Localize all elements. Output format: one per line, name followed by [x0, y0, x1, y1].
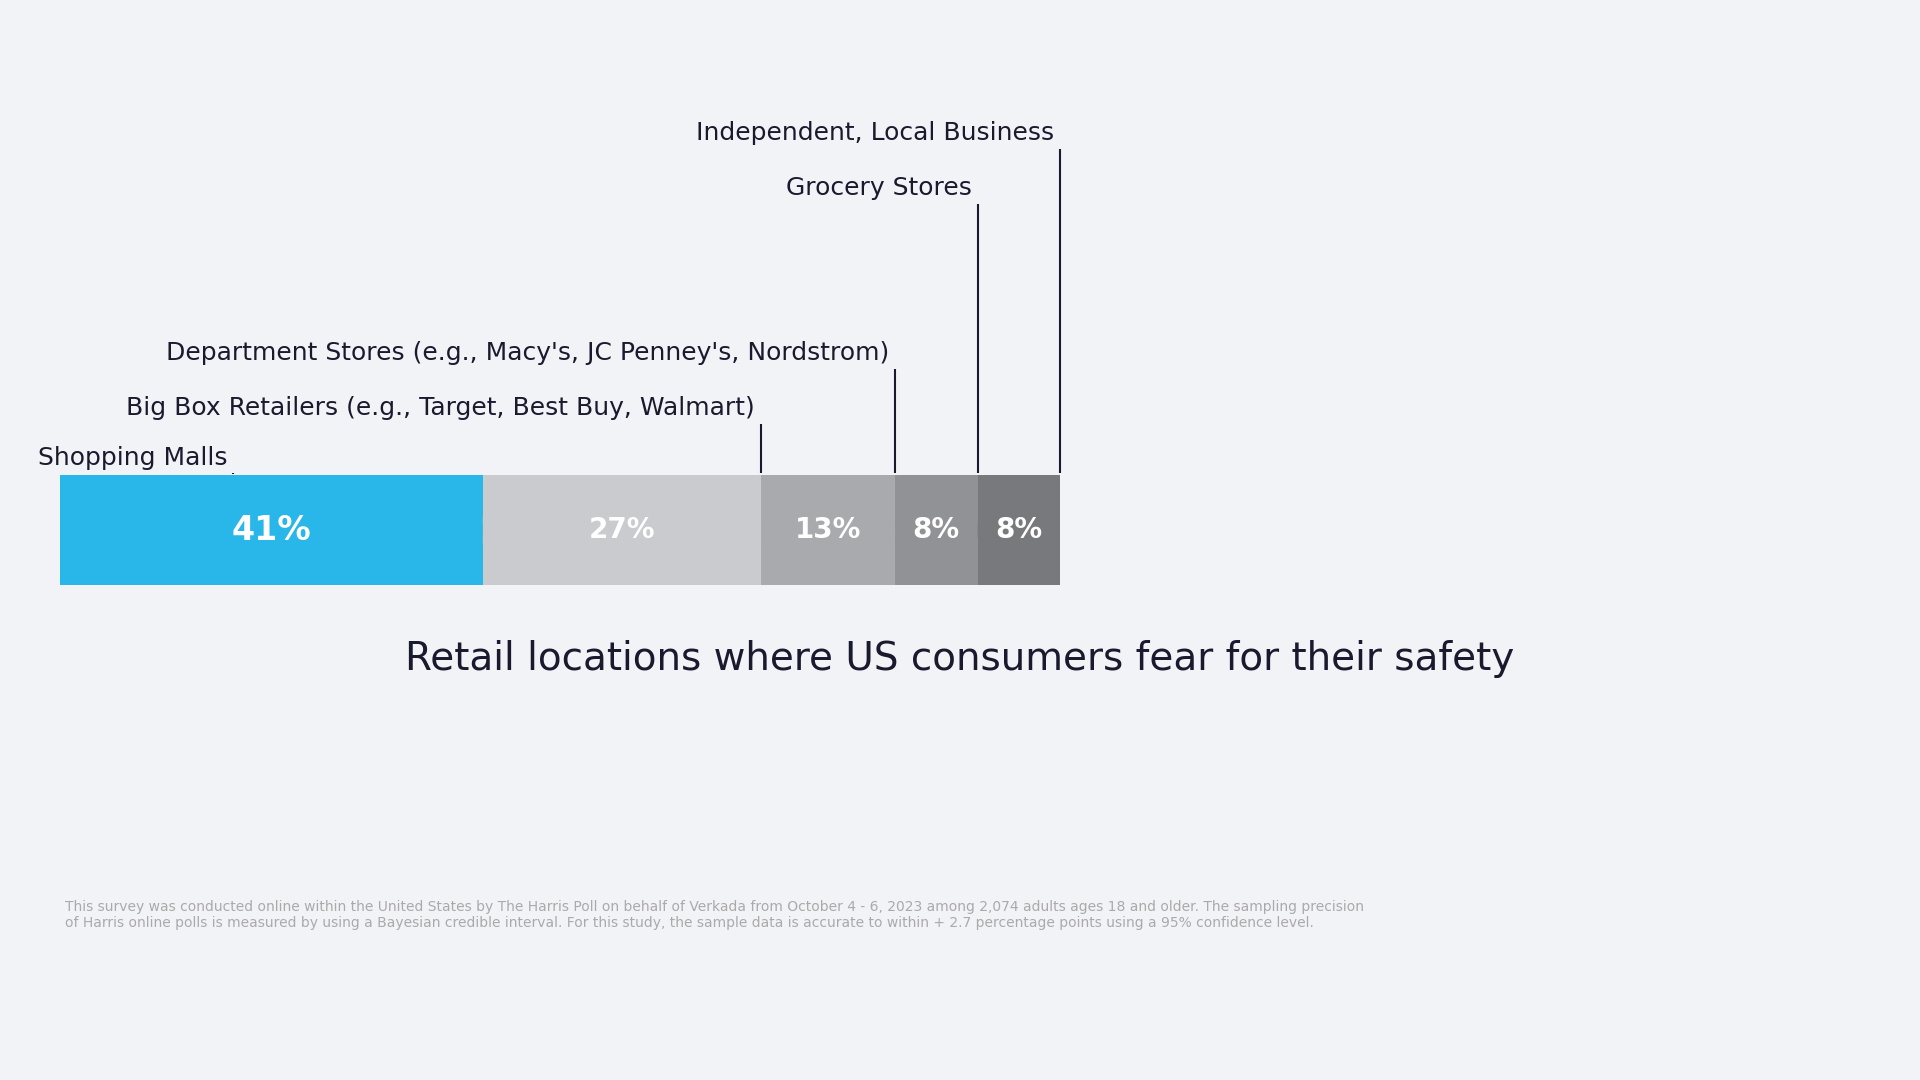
Text: Retail locations where US consumers fear for their safety: Retail locations where US consumers fear… [405, 640, 1515, 678]
Text: Department Stores (e.g., Macy's, JC Penney's, Nordstrom): Department Stores (e.g., Macy's, JC Penn… [165, 341, 889, 365]
Text: This survey was conducted online within the United States by The Harris Poll on : This survey was conducted online within … [65, 900, 1363, 930]
Bar [895, 475, 977, 585]
Bar [760, 475, 895, 585]
FancyBboxPatch shape [482, 475, 760, 585]
FancyBboxPatch shape [760, 475, 895, 585]
Text: 27%: 27% [589, 516, 655, 544]
Bar [977, 475, 1060, 585]
Bar [60, 475, 482, 585]
Text: 41%: 41% [232, 513, 311, 546]
Text: Grocery Stores: Grocery Stores [785, 176, 972, 200]
Bar [482, 475, 760, 585]
FancyBboxPatch shape [60, 475, 1060, 585]
FancyBboxPatch shape [60, 475, 482, 585]
Text: 13%: 13% [795, 516, 862, 544]
Text: Shopping Malls: Shopping Malls [38, 446, 227, 470]
FancyBboxPatch shape [895, 475, 977, 585]
Text: Independent, Local Business: Independent, Local Business [695, 121, 1054, 145]
Text: 8%: 8% [912, 516, 960, 544]
FancyBboxPatch shape [977, 475, 1060, 585]
Text: Big Box Retailers (e.g., Target, Best Buy, Walmart): Big Box Retailers (e.g., Target, Best Bu… [127, 396, 755, 420]
Text: 8%: 8% [995, 516, 1043, 544]
